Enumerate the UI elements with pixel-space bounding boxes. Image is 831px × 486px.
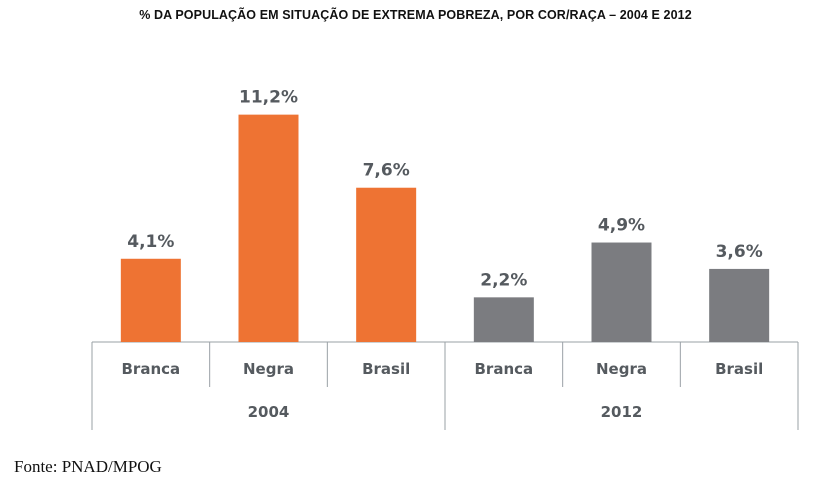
bar-2012-branca (473, 297, 534, 342)
source-note: Fonte: PNAD/MPOG (14, 457, 162, 476)
value-label: 11,2% (239, 88, 298, 108)
category-label: Negra (243, 360, 294, 378)
bar-2004-brasil (356, 187, 417, 342)
bar-chart: 4,1% Branca 11,2% Negra 7,6% Brasil 2004 2,2% Br… (91, 88, 799, 430)
value-label: 4,1% (127, 232, 174, 252)
bar-2012-negra (591, 242, 652, 342)
group-label: 2004 (248, 403, 290, 421)
bar-2004-branca (120, 258, 181, 342)
value-label: 2,2% (480, 270, 527, 290)
category-label: Negra (596, 360, 647, 378)
chart-title: % DA POPULAÇÃO EM SITUAÇÃO DE EXTREMA PO… (139, 8, 692, 22)
bar-2004-negra (238, 114, 299, 342)
category-label: Brasil (715, 360, 763, 378)
category-label: Branca (122, 360, 181, 378)
value-label: 3,6% (716, 242, 763, 262)
value-label: 7,6% (363, 161, 410, 181)
category-label: Brasil (362, 360, 410, 378)
bar-2012-brasil (709, 268, 770, 342)
group-label: 2012 (601, 403, 643, 421)
category-label: Branca (475, 360, 534, 378)
value-label: 4,9% (598, 216, 645, 236)
